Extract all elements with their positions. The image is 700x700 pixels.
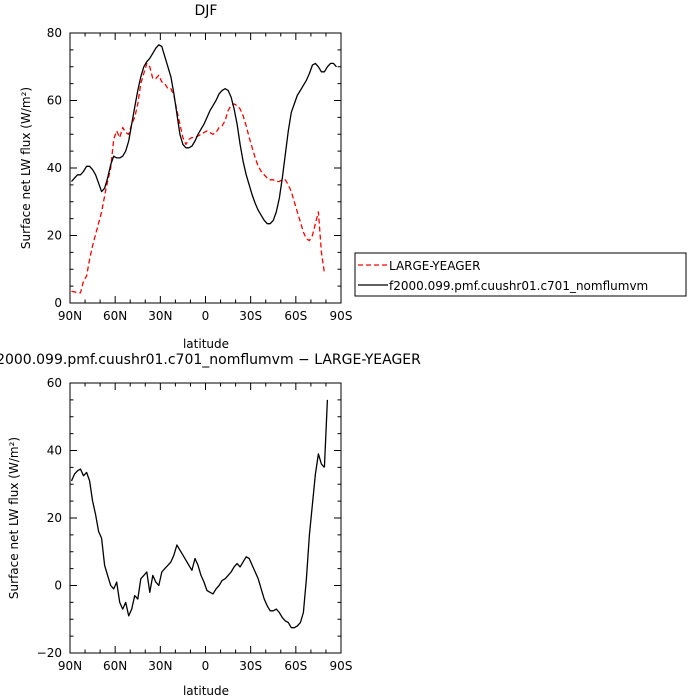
chart-top-ylabel: Surface net LW flux (W/m²) — [19, 87, 33, 249]
chart-top-ytick-label: 80 — [47, 26, 62, 40]
chart-top: DJF Surface net LW flux (W/m²) latitude … — [19, 3, 352, 351]
chart-bottom-xlabel: latitude — [183, 684, 229, 698]
chart-bottom-xtick-label: 60S — [284, 659, 307, 673]
chart-bottom-xtick-label: 90N — [58, 659, 82, 673]
chart-bottom-ylabel: Surface net LW flux (W/m²) — [7, 437, 21, 599]
chart-bottom-xtick-label: 0 — [202, 659, 210, 673]
chart-top-xtick-label: 30S — [239, 309, 262, 323]
chart-top-xtick-label: 0 — [202, 309, 210, 323]
legend: LARGE-YEAGER f2000.099.pmf.cuushr01.c701… — [355, 253, 686, 296]
chart-bottom-line-series-0 — [72, 454, 325, 628]
legend-label-large-yeager: LARGE-YEAGER — [389, 259, 480, 273]
chart-bottom-xtick-label: 30S — [239, 659, 262, 673]
chart-bottom: f2000.099.pmf.cuushr01.c701_nomflumvm − … — [0, 352, 421, 698]
chart-bottom-xtick-label: 30N — [148, 659, 172, 673]
chart-top-xtick-label: 60S — [284, 309, 307, 323]
chart-top-ytick-label: 0 — [54, 296, 62, 310]
chart-top-line-f2000-099-pmf-cuushr01-c701-nomflumvm — [72, 45, 337, 224]
chart-top-ytick-label: 20 — [47, 229, 62, 243]
chart-bottom-ytick-label: −20 — [37, 646, 62, 660]
chart-top-ytick-label: 40 — [47, 161, 62, 175]
chart-top-xtick-label: 90S — [330, 309, 353, 323]
chart-bottom-ytick-label: 40 — [47, 444, 62, 458]
chart-top-xtick-label: 60N — [103, 309, 127, 323]
chart-top-xtick-label: 90N — [58, 309, 82, 323]
chart-bottom-xtick-label: 60N — [103, 659, 127, 673]
chart-bottom-title: f2000.099.pmf.cuushr01.c701_nomflumvm − … — [0, 352, 421, 368]
chart-top-title: DJF — [195, 3, 218, 19]
chart-bottom-ytick-label: 0 — [54, 579, 62, 593]
chart-bottom-plot-frame — [70, 383, 341, 653]
chart-top-line-large-yeager — [72, 63, 325, 293]
chart-bottom-line-series-1 — [324, 400, 327, 468]
chart-top-xlabel: latitude — [183, 337, 229, 351]
chart-top-ytick-label: 60 — [47, 94, 62, 108]
chart-bottom-ytick-label: 60 — [47, 376, 62, 390]
chart-bottom-ytick-label: 20 — [47, 511, 62, 525]
chart-bottom-xtick-label: 90S — [330, 659, 353, 673]
chart-top-xtick-label: 30N — [148, 309, 172, 323]
legend-label-model: f2000.099.pmf.cuushr01.c701_nomflumvm — [389, 279, 648, 293]
